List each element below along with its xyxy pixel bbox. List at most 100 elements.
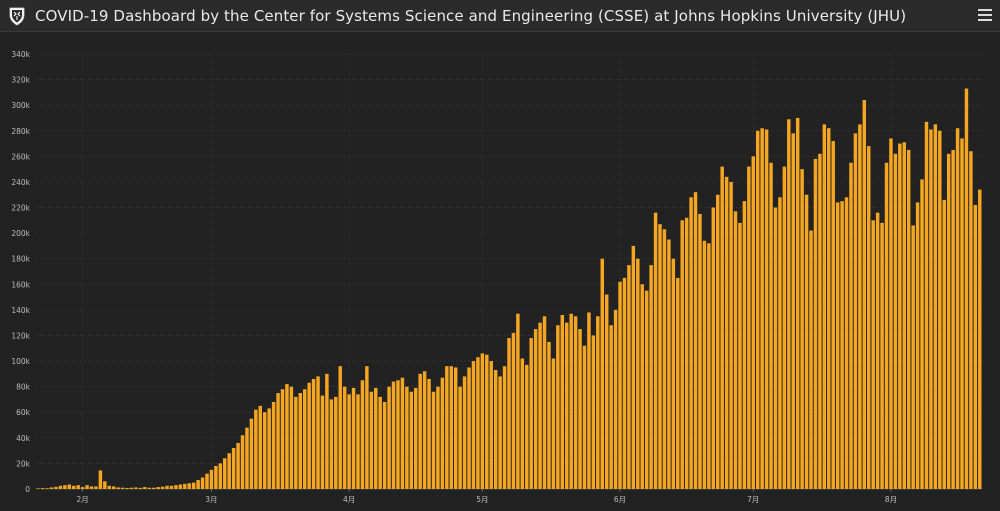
bar[interactable]: [409, 391, 414, 489]
bar[interactable]: [858, 124, 862, 490]
bar[interactable]: [325, 373, 329, 489]
bar[interactable]: [915, 202, 920, 489]
bar[interactable]: [382, 402, 387, 489]
bar[interactable]: [689, 197, 693, 490]
bar[interactable]: [773, 207, 778, 489]
bar[interactable]: [196, 480, 200, 489]
bar[interactable]: [391, 381, 396, 489]
bar[interactable]: [556, 325, 560, 489]
bar[interactable]: [320, 395, 325, 489]
bar[interactable]: [249, 418, 254, 489]
bar[interactable]: [440, 377, 445, 489]
bar[interactable]: [778, 197, 782, 490]
bar[interactable]: [622, 277, 627, 489]
bar[interactable]: [54, 486, 58, 489]
bar[interactable]: [658, 224, 662, 489]
bar[interactable]: [978, 189, 982, 489]
bar[interactable]: [955, 128, 960, 489]
bar[interactable]: [147, 487, 151, 489]
bar[interactable]: [263, 412, 267, 489]
bar[interactable]: [449, 366, 453, 489]
bar[interactable]: [45, 488, 49, 489]
bar[interactable]: [560, 315, 565, 489]
bar[interactable]: [453, 367, 458, 489]
bar[interactable]: [245, 427, 249, 489]
bar[interactable]: [116, 487, 120, 489]
bar[interactable]: [369, 391, 374, 489]
bar[interactable]: [551, 358, 556, 490]
bar[interactable]: [307, 382, 311, 489]
bar[interactable]: [884, 162, 889, 489]
bar[interactable]: [236, 442, 240, 489]
bar[interactable]: [489, 361, 493, 489]
bar[interactable]: [676, 277, 680, 489]
bar[interactable]: [191, 482, 196, 489]
bar[interactable]: [165, 485, 169, 489]
bar[interactable]: [98, 470, 103, 489]
bar[interactable]: [582, 345, 587, 489]
bar[interactable]: [880, 222, 884, 489]
bar[interactable]: [840, 201, 844, 489]
bar[interactable]: [85, 485, 89, 489]
bar[interactable]: [458, 386, 462, 489]
bar[interactable]: [600, 258, 604, 489]
bar[interactable]: [729, 181, 733, 489]
bar[interactable]: [835, 202, 840, 489]
bar[interactable]: [316, 376, 320, 489]
bar[interactable]: [254, 409, 258, 489]
bar[interactable]: [698, 213, 702, 489]
bar[interactable]: [875, 212, 880, 489]
bar[interactable]: [871, 220, 875, 489]
bar[interactable]: [178, 484, 183, 489]
bar[interactable]: [400, 377, 405, 489]
bar[interactable]: [733, 211, 738, 489]
bar[interactable]: [738, 222, 742, 489]
bar[interactable]: [103, 481, 107, 489]
bar[interactable]: [969, 151, 973, 489]
bar[interactable]: [396, 380, 400, 489]
bar[interactable]: [720, 166, 724, 489]
bar[interactable]: [431, 391, 436, 489]
bar[interactable]: [973, 204, 978, 489]
bar[interactable]: [187, 483, 191, 489]
bar[interactable]: [311, 378, 316, 489]
bar[interactable]: [151, 487, 156, 489]
bar[interactable]: [893, 153, 898, 489]
bar[interactable]: [529, 338, 533, 489]
bar[interactable]: [587, 312, 591, 489]
bar[interactable]: [929, 129, 933, 489]
bar[interactable]: [613, 309, 618, 489]
bar[interactable]: [604, 294, 609, 489]
bar[interactable]: [680, 220, 684, 489]
bar[interactable]: [578, 329, 582, 489]
bar[interactable]: [485, 354, 489, 489]
bar[interactable]: [964, 88, 969, 489]
bar[interactable]: [467, 367, 471, 489]
bar[interactable]: [502, 366, 507, 489]
bar[interactable]: [631, 245, 636, 489]
bar[interactable]: [480, 353, 485, 489]
bar[interactable]: [49, 487, 54, 489]
bar[interactable]: [769, 162, 773, 489]
bar[interactable]: [898, 143, 902, 489]
bar[interactable]: [387, 386, 391, 489]
bar[interactable]: [507, 338, 511, 489]
bar[interactable]: [849, 162, 853, 489]
bar[interactable]: [231, 448, 236, 489]
bar[interactable]: [342, 386, 347, 489]
bar[interactable]: [707, 243, 711, 489]
bar[interactable]: [960, 138, 964, 489]
bar[interactable]: [223, 458, 227, 489]
bar[interactable]: [471, 361, 476, 489]
bar[interactable]: [63, 485, 67, 489]
bar[interactable]: [174, 485, 178, 489]
bar[interactable]: [547, 341, 551, 489]
bar[interactable]: [520, 358, 525, 490]
bar[interactable]: [329, 399, 334, 489]
bar[interactable]: [183, 483, 187, 489]
bar[interactable]: [476, 357, 480, 489]
bar[interactable]: [640, 284, 644, 489]
bar[interactable]: [258, 405, 263, 489]
bar[interactable]: [418, 373, 422, 489]
bar[interactable]: [289, 386, 294, 489]
